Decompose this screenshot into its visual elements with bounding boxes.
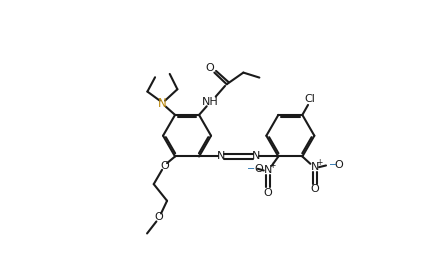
- Text: O: O: [310, 184, 319, 194]
- Text: NH: NH: [203, 97, 219, 107]
- Text: −: −: [329, 160, 338, 171]
- Text: N: N: [158, 97, 167, 110]
- Text: N: N: [217, 152, 225, 162]
- Text: O: O: [160, 161, 169, 171]
- Text: +: +: [316, 158, 322, 167]
- Text: +: +: [269, 161, 275, 170]
- Text: O: O: [206, 63, 215, 73]
- Text: Cl: Cl: [304, 94, 315, 104]
- Text: O: O: [154, 212, 163, 222]
- Text: −: −: [247, 164, 255, 174]
- Text: O: O: [334, 160, 343, 171]
- Text: N: N: [252, 152, 260, 162]
- Text: O: O: [263, 188, 272, 198]
- Text: O: O: [254, 164, 263, 174]
- Text: N: N: [311, 162, 319, 172]
- Text: N: N: [264, 165, 272, 175]
